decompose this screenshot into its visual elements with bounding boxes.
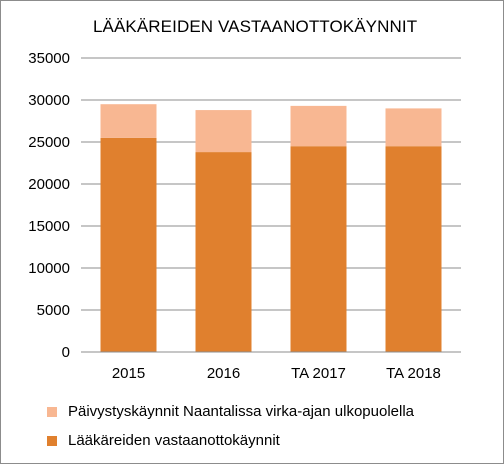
tick-labels: 0 5000 10000 15000 20000 25000 30000 35000 2015 2… bbox=[28, 50, 441, 382]
bar-paivystys-ta-2017 bbox=[290, 105, 347, 147]
y-tick-label-15000: 15000 bbox=[28, 218, 70, 235]
y-tick-label-25000: 25000 bbox=[28, 134, 70, 151]
legend-item-paivystys: Päivystyskäynnit Naantalissa virka-ajan … bbox=[47, 397, 414, 426]
bar-vastaanotto-ta-2017 bbox=[290, 146, 347, 352]
y-tick-label-35000: 35000 bbox=[28, 50, 70, 67]
x-tick-label-2015: 2015 bbox=[112, 365, 145, 382]
legend: Päivystyskäynnit Naantalissa virka-ajan … bbox=[47, 397, 414, 455]
chart-title: LÄÄKÄREIDEN VASTAANOTTOKÄYNNIT bbox=[93, 17, 418, 36]
bar-paivystys-2015 bbox=[100, 104, 157, 138]
y-tick-label-0: 0 bbox=[62, 344, 70, 361]
legend-item-vastaanotto: Lääkäreiden vastaanottokäynnit bbox=[47, 426, 414, 455]
y-tick-label-30000: 30000 bbox=[28, 92, 70, 109]
bar-vastaanotto-2016 bbox=[195, 152, 252, 352]
y-tick-label-20000: 20000 bbox=[28, 176, 70, 193]
bar-paivystys-2016 bbox=[195, 110, 252, 153]
x-tick-label-2016: 2016 bbox=[207, 365, 240, 382]
bar-vastaanotto-ta-2018 bbox=[385, 146, 442, 352]
x-tick-label-ta-2018: TA 2018 bbox=[386, 365, 441, 382]
legend-label-paivystys: Päivystyskäynnit Naantalissa virka-ajan … bbox=[68, 403, 415, 420]
y-tick-label-5000: 5000 bbox=[37, 302, 70, 319]
y-tick-label-10000: 10000 bbox=[28, 260, 70, 277]
bar-paivystys-ta-2018 bbox=[385, 108, 442, 147]
bar-vastaanotto-2015 bbox=[100, 137, 157, 352]
legend-swatch-vastaanotto bbox=[47, 435, 57, 446]
legend-swatch-paivystys bbox=[47, 406, 57, 417]
x-tick-label-ta-2017: TA 2017 bbox=[291, 365, 346, 382]
bars bbox=[100, 104, 442, 352]
legend-label-vastaanotto: Lääkäreiden vastaanottokäynnit bbox=[68, 432, 280, 449]
